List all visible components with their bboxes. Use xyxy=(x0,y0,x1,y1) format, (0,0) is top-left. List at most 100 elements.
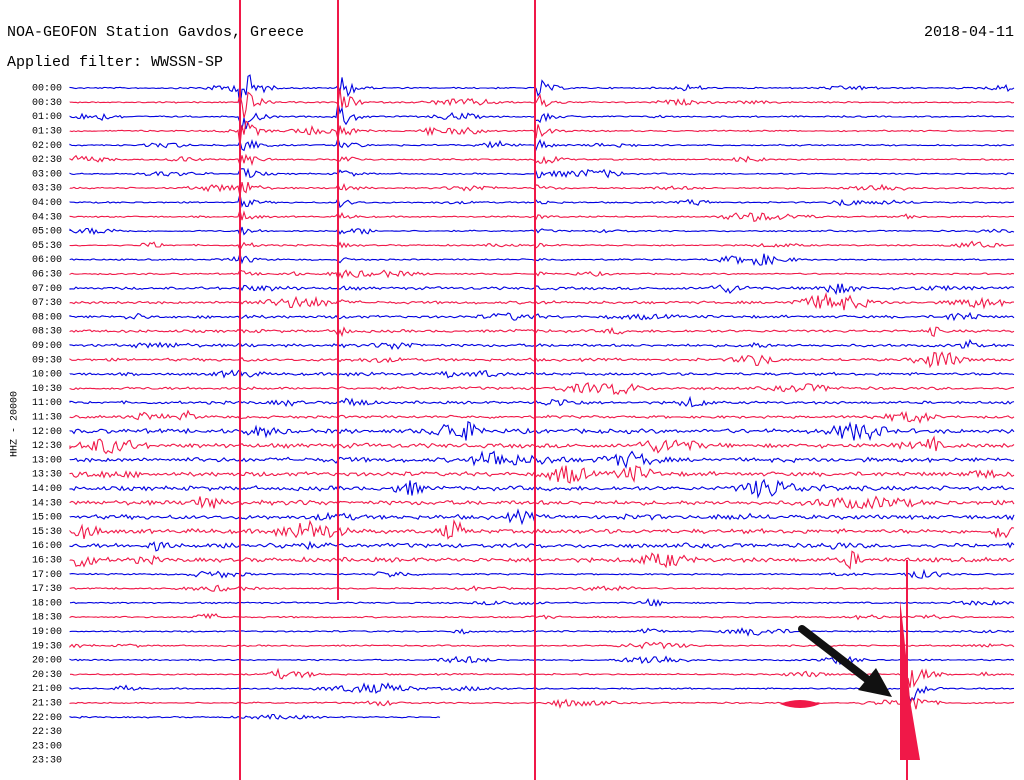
trace xyxy=(69,135,1015,152)
time-label: 04:00 xyxy=(32,198,62,209)
arrow xyxy=(798,625,892,697)
time-label: 01:30 xyxy=(32,127,62,138)
date: 2018-04-11 xyxy=(924,24,1014,41)
time-label: 08:00 xyxy=(32,312,62,323)
trace xyxy=(69,209,1015,222)
station-title: NOA-GEOFON Station Gavdos, Greece xyxy=(7,24,304,41)
trace xyxy=(69,550,1015,570)
time-label: 20:30 xyxy=(32,670,62,681)
trace xyxy=(69,153,1015,168)
time-label: 14:30 xyxy=(32,498,62,509)
time-label: 21:30 xyxy=(32,699,62,710)
trace xyxy=(69,627,1015,637)
time-label: 09:30 xyxy=(32,355,62,366)
time-label: 23:00 xyxy=(32,741,62,752)
trace xyxy=(69,518,1015,540)
trace xyxy=(69,395,1015,408)
trace xyxy=(69,338,1015,351)
trace xyxy=(69,641,1015,650)
time-label: 03:00 xyxy=(32,169,62,180)
time-label: 01:00 xyxy=(32,112,62,123)
trace xyxy=(69,240,1015,252)
event-precursor xyxy=(780,700,820,708)
time-label: 13:30 xyxy=(32,470,62,481)
trace xyxy=(69,167,1015,179)
time-label: 22:00 xyxy=(32,713,62,724)
arrow-shaft xyxy=(798,625,876,687)
time-label: 10:30 xyxy=(32,384,62,395)
time-label: 00:00 xyxy=(32,84,62,95)
trace xyxy=(69,102,1015,130)
time-label: 11:00 xyxy=(32,398,62,409)
trace xyxy=(69,193,1015,209)
trace xyxy=(69,326,1015,338)
time-label: 19:00 xyxy=(32,627,62,638)
trace xyxy=(69,597,1015,608)
time-label: 03:30 xyxy=(32,184,62,195)
trace xyxy=(69,181,1015,197)
trace xyxy=(69,382,1015,396)
time-label: 17:30 xyxy=(32,584,62,595)
trace xyxy=(69,584,1015,592)
trace xyxy=(69,283,1015,296)
time-label: 15:00 xyxy=(32,513,62,524)
time-label: 17:00 xyxy=(32,570,62,581)
channel-label: HHZ - 20000 xyxy=(10,391,21,457)
time-label: 23:30 xyxy=(32,756,62,767)
trace xyxy=(69,713,441,720)
time-label: 18:30 xyxy=(32,613,62,624)
time-label: 19:30 xyxy=(32,641,62,652)
time-label: 18:00 xyxy=(32,598,62,609)
time-label: 07:00 xyxy=(32,284,62,295)
trace xyxy=(69,226,1015,238)
time-label: 21:00 xyxy=(32,684,62,695)
trace xyxy=(69,654,1015,666)
trace xyxy=(69,540,1015,552)
time-label: 02:00 xyxy=(32,141,62,152)
trace xyxy=(69,88,1015,119)
time-label: 20:00 xyxy=(32,656,62,667)
trace xyxy=(69,74,1015,110)
trace xyxy=(69,253,1015,266)
time-label: 15:30 xyxy=(32,527,62,538)
trace xyxy=(69,269,1015,281)
time-label: 12:00 xyxy=(32,427,62,438)
trace xyxy=(69,697,1015,710)
time-label: 13:00 xyxy=(32,455,62,466)
trace xyxy=(69,291,1014,311)
event-coda xyxy=(900,600,920,760)
time-label: 14:00 xyxy=(32,484,62,495)
trace xyxy=(69,368,1015,379)
trace xyxy=(69,465,1015,484)
time-label: 22:30 xyxy=(32,727,62,738)
time-label: 05:00 xyxy=(32,227,62,238)
time-label: 07:30 xyxy=(32,298,62,309)
time-label: 12:30 xyxy=(32,441,62,452)
trace xyxy=(69,420,1015,441)
arrow-head xyxy=(858,668,892,697)
trace xyxy=(69,409,1015,424)
trace xyxy=(69,508,1015,526)
trace xyxy=(69,120,1015,146)
filter-label: Applied filter: WWSSN-SP xyxy=(7,54,223,71)
time-label: 16:00 xyxy=(32,541,62,552)
time-label: 16:30 xyxy=(32,556,62,567)
time-label: 06:00 xyxy=(32,255,62,266)
traces xyxy=(69,0,1015,780)
trace xyxy=(69,568,1015,579)
trace xyxy=(69,495,1015,510)
time-label: 11:30 xyxy=(32,413,62,424)
trace xyxy=(69,613,1015,621)
trace xyxy=(69,311,1015,322)
trace xyxy=(69,435,1015,455)
time-label: 05:30 xyxy=(32,241,62,252)
time-label: 06:30 xyxy=(32,270,62,281)
time-label: 10:00 xyxy=(32,370,62,381)
time-label: 08:30 xyxy=(32,327,62,338)
time-label: 02:30 xyxy=(32,155,62,166)
trace xyxy=(69,450,1015,469)
time-label: 09:00 xyxy=(32,341,62,352)
trace xyxy=(69,351,1015,369)
time-label: 04:30 xyxy=(32,212,62,223)
